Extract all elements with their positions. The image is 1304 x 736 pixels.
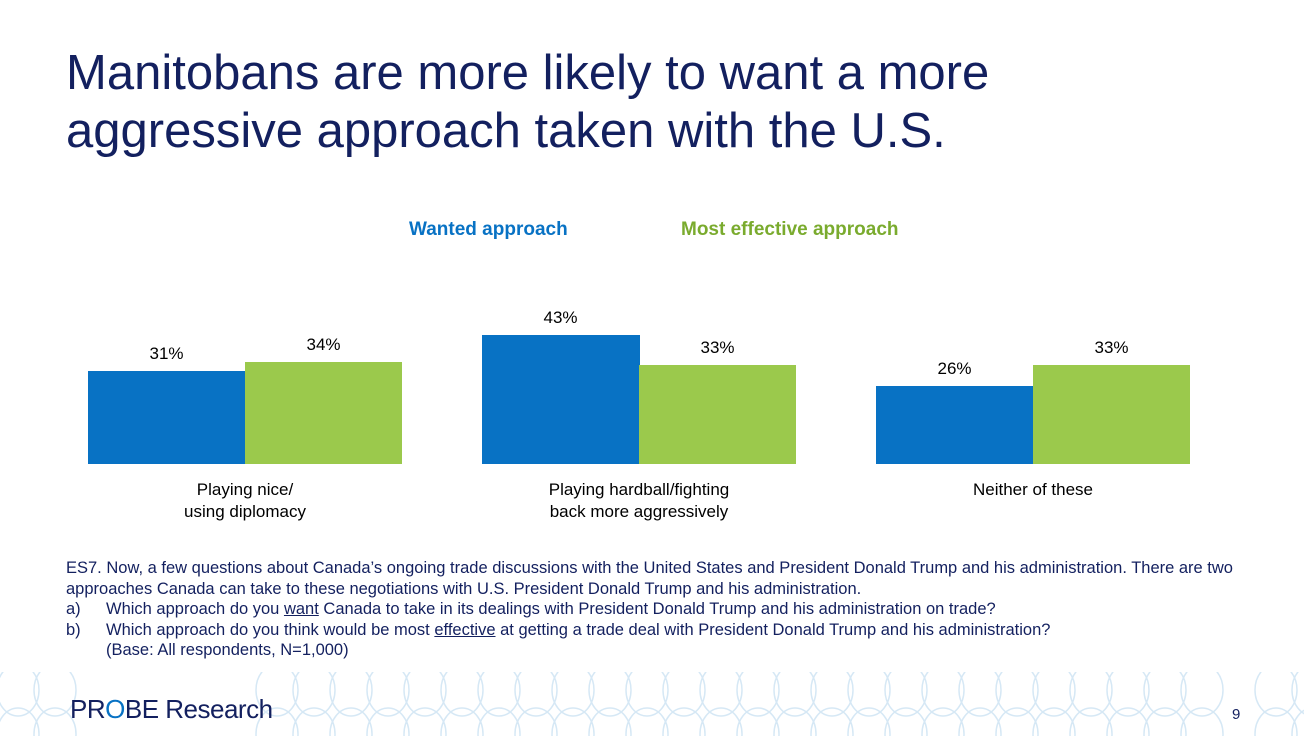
question-note: ES7. Now, a few questions about Canada’s… <box>66 558 1276 661</box>
question-a: a) Which approach do you want Canada to … <box>66 599 1276 620</box>
question-intro: ES7. Now, a few questions about Canada’s… <box>66 559 1233 598</box>
data-label: 31% <box>149 344 183 363</box>
page-number: 9 <box>1232 706 1241 723</box>
legend-most-effective-approach: Most effective approach <box>681 219 899 240</box>
question-b-text-end: at getting a trade deal with President D… <box>495 620 1051 639</box>
base-text: (Base: All respondents, N=1,000) <box>106 641 349 659</box>
bar-wanted-0 <box>88 371 246 464</box>
question-b-text: Which approach do you think would be mos… <box>106 620 435 639</box>
data-label: 33% <box>700 338 734 357</box>
question-b-emphasis: effective <box>434 620 496 639</box>
slide-title: Manitobans are more likely to want a mor… <box>66 46 990 158</box>
bar-effective-0 <box>245 362 402 464</box>
question-b: b) Which approach do you think would be … <box>66 620 1276 641</box>
question-a-text: Which approach do you <box>106 600 284 618</box>
bar-effective-2 <box>1033 365 1190 464</box>
category-label: Neither of these <box>972 480 1093 499</box>
question-b-label: b) <box>66 620 81 639</box>
data-label: 43% <box>543 308 577 327</box>
legend-wanted-approach: Wanted approach <box>409 219 568 240</box>
bar-wanted-2 <box>876 386 1034 464</box>
bar-effective-1 <box>639 365 796 464</box>
bar-wanted-1 <box>482 335 640 464</box>
question-a-emphasis: want <box>283 600 319 618</box>
category-label: Playing nice/using diplomacy <box>184 480 306 521</box>
data-label: 33% <box>1094 338 1128 357</box>
question-a-text-end: Canada to take in its dealings with Pres… <box>318 600 996 618</box>
base-note: (Base: All respondents, N=1,000) <box>66 640 1276 661</box>
bar-chart: 31% 43% 26% 34% 33% 33% <box>88 308 1190 464</box>
circle-pattern-decoration <box>0 672 1304 736</box>
data-label: 26% <box>937 359 971 378</box>
probe-research-logo: PROBE Research <box>70 694 273 724</box>
data-label: 34% <box>306 335 340 354</box>
category-label: Playing hardball/fighting back more aggre… <box>548 480 730 521</box>
question-a-label: a) <box>66 600 81 618</box>
